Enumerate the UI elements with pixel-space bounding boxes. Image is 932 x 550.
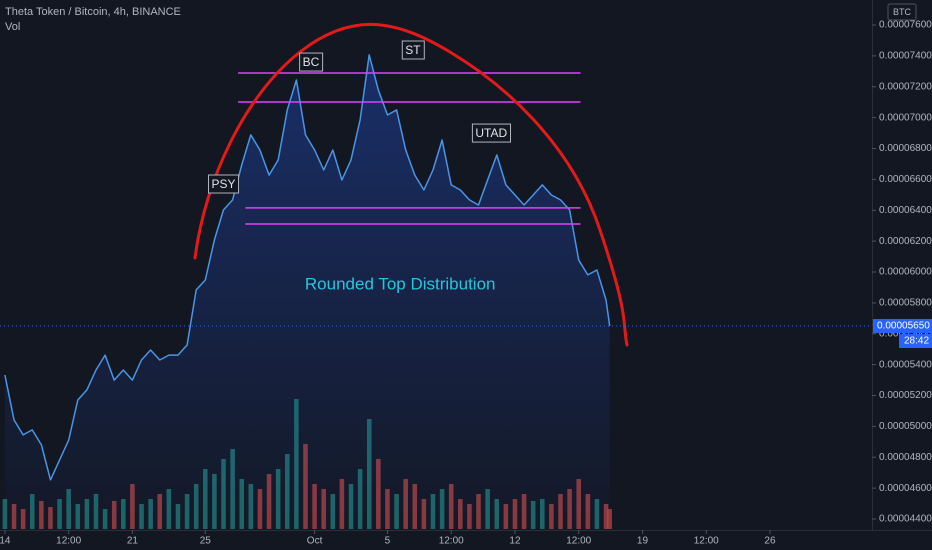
annotation-label: BC: [303, 55, 320, 69]
chart-title: Theta Token / Bitcoin, 4h, BINANCE: [5, 6, 181, 18]
y-tick-label: 0.00006800: [879, 143, 932, 154]
price-area: [4, 54, 610, 530]
x-tick-label: 5: [385, 536, 391, 547]
annotation-box: [299, 52, 324, 72]
x-tick-label: 21: [127, 536, 139, 547]
x-tick-label: 12: [509, 536, 521, 547]
annotation-label: UTAD: [475, 126, 507, 140]
y-tick-label: 0.00006200: [879, 236, 932, 247]
y-tick-label: 0.00005200: [879, 390, 932, 401]
currency-label: BTC: [893, 7, 912, 17]
y-tick-label: 0.00007200: [879, 81, 932, 92]
plot-layer: [4, 54, 611, 530]
y-tick-label: 0.00004800: [879, 452, 932, 463]
last-price-label: 0.00005650: [877, 321, 930, 332]
annotation-box: [401, 40, 425, 60]
last-price-box: [873, 319, 932, 334]
x-tick-label: 12:00: [566, 536, 591, 547]
y-tick-label: 0.00007000: [879, 112, 932, 123]
x-tick-label: 12:00: [439, 536, 464, 547]
y-tick-label: 0.00005000: [879, 421, 932, 432]
rounded-top-curve: [193, 23, 629, 347]
y-tick-label: 0.00004600: [879, 483, 932, 494]
x-tick-label: 25: [200, 536, 212, 547]
annotation-label: PSY: [212, 177, 236, 191]
x-tick-label: 14: [0, 536, 11, 547]
countdown-box: [899, 334, 932, 349]
annotation-text: Rounded Top Distribution: [305, 274, 496, 293]
y-tick-label: 0.00007400: [879, 51, 932, 62]
volume-label: Vol: [5, 21, 20, 33]
x-tick-label: 26: [764, 536, 776, 547]
x-tick-label: 12:00: [56, 536, 81, 547]
annotation-layer: PSY BC ST UTAD Rounded Top Distribution: [208, 40, 512, 293]
x-tick-label: 19: [637, 536, 649, 547]
x-tick-label: 12:00: [694, 536, 719, 547]
y-tick-label: 0.00004400: [879, 514, 932, 525]
annotation-label: ST: [405, 43, 421, 57]
annotation-box: [208, 174, 240, 194]
y-tick-label: 0.00005600: [879, 328, 932, 339]
currency-box: [887, 3, 917, 21]
price-line: [4, 54, 611, 481]
y-tick-label: 0.00006600: [879, 174, 932, 185]
y-tick-label: 0.00006400: [879, 205, 932, 216]
y-tick-label: 0.00005800: [879, 298, 932, 309]
countdown-label: 28:42: [904, 336, 929, 347]
annotation-box: [471, 123, 512, 143]
x-tick-label: Oct: [307, 536, 323, 547]
y-tick-label: 0.00007600: [879, 20, 932, 31]
y-tick-label: 0.00006000: [879, 267, 932, 278]
y-tick-label: 0.00005400: [879, 359, 932, 370]
axis-layer: 0.00007600 0.00007400 0.00007200 0.00007000…: [0, 20, 932, 547]
